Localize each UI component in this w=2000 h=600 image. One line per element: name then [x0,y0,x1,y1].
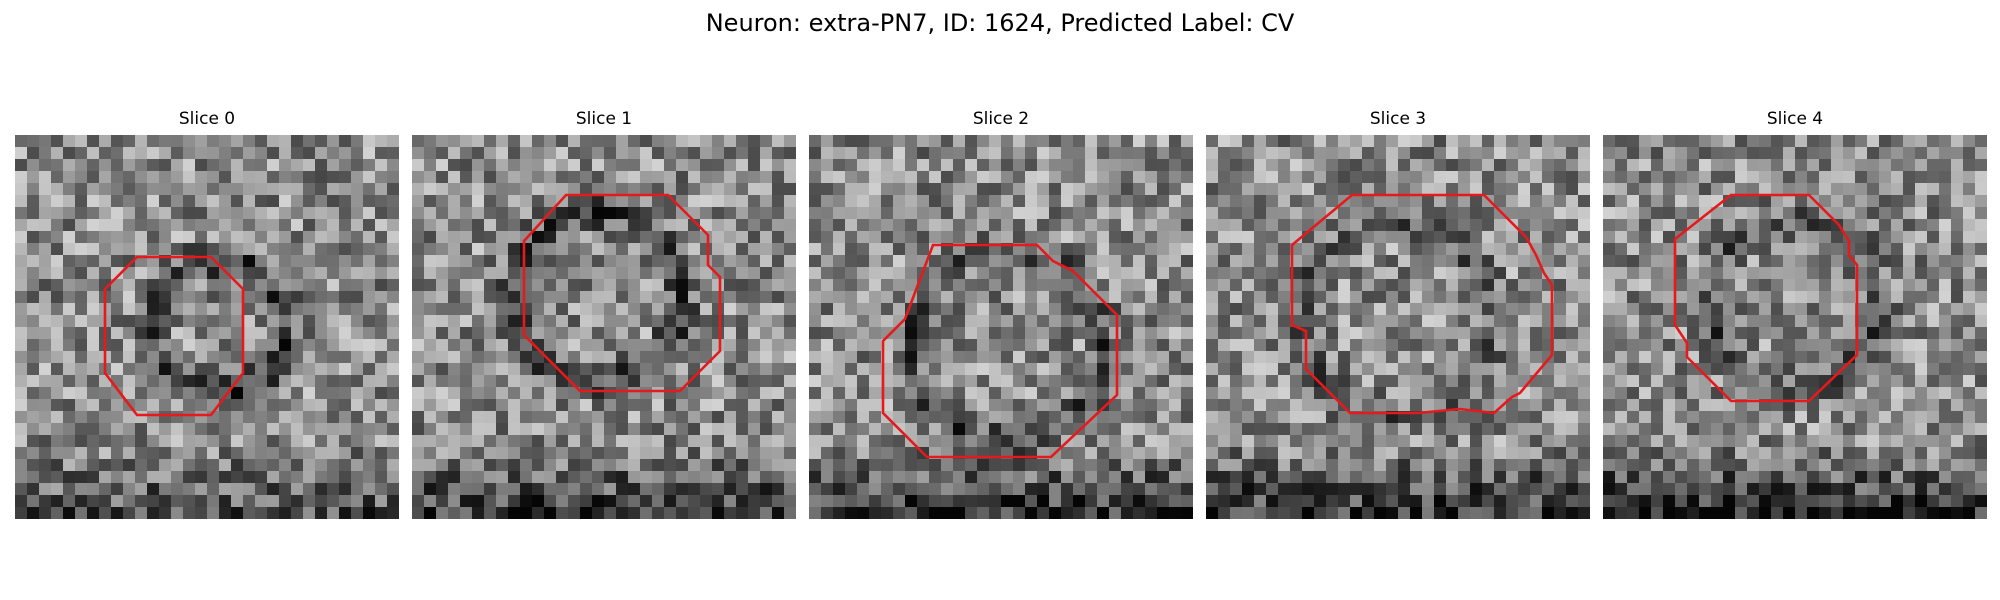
slice-image [412,135,796,519]
slice-image [809,135,1193,519]
neuron-contour [1290,193,1554,415]
slice-image [1206,135,1590,519]
figure-title: Neuron: extra-PN7, ID: 1624, Predicted L… [705,9,1295,37]
slice-panel-4: Slice 4 [1603,108,1987,519]
neuron-contour [103,255,245,417]
slice-image [1603,135,1987,519]
slice-panel-2: Slice 2 [809,108,1193,519]
slice-panel-1: Slice 1 [412,108,796,519]
slice-title: Slice 3 [1369,109,1427,129]
slice-title: Slice 2 [972,109,1030,129]
neuron-contour [522,193,722,393]
slice-panel-3: Slice 3 [1206,108,1590,519]
slice-panel-0: Slice 0 [15,108,399,519]
neuron-contour [1673,193,1859,403]
slice-image [15,135,399,519]
slice-title: Slice 0 [178,109,236,129]
slice-title: Slice 4 [1766,109,1824,129]
slice-title: Slice 1 [575,109,633,129]
neuron-contour [881,243,1119,459]
